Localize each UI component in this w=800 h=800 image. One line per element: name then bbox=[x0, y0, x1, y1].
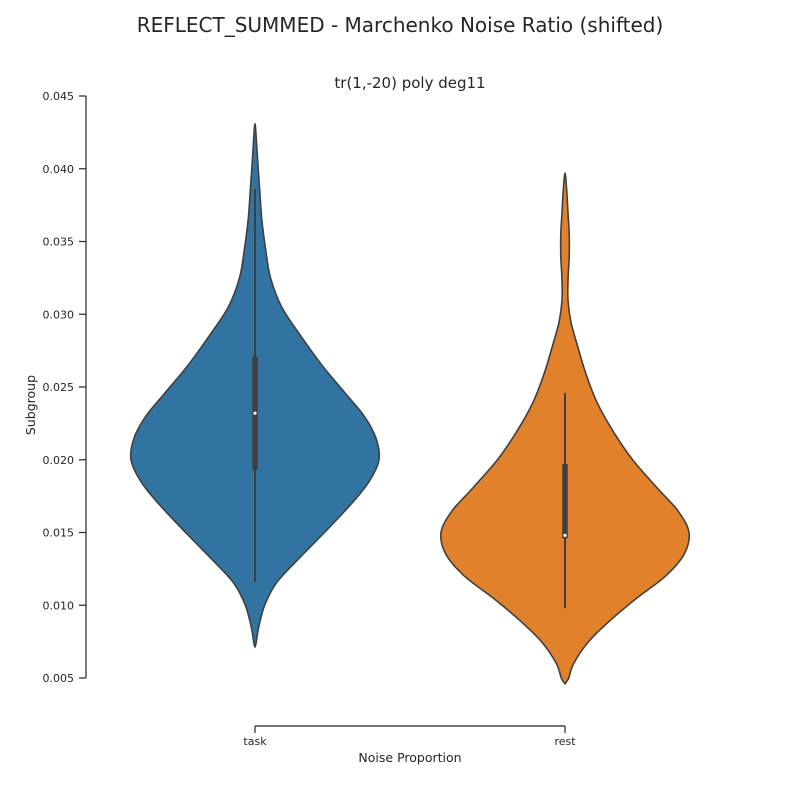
chart-suptitle: REFLECT_SUMMED - Marchenko Noise Ratio (… bbox=[137, 13, 664, 37]
y-tick-label: 0.030 bbox=[43, 308, 75, 321]
y-tick-label: 0.015 bbox=[43, 527, 75, 540]
y-tick-label: 0.040 bbox=[43, 163, 75, 176]
y-tick-label: 0.025 bbox=[43, 381, 75, 394]
y-axis-label: Subgroup bbox=[23, 375, 38, 435]
y-ticks: 0.005 0.010 0.015 0.020 0.025 0.030 0.035 0.040… bbox=[43, 90, 86, 685]
x-tick-label-task: task bbox=[243, 735, 267, 748]
y-tick-label: 0.045 bbox=[43, 90, 75, 103]
violins-layer bbox=[129, 122, 691, 686]
median-marker-rest bbox=[563, 533, 567, 538]
y-tick-label: 0.020 bbox=[43, 454, 75, 467]
y-tick-label: 0.005 bbox=[43, 672, 75, 685]
chart-title: tr(1,-20) poly deg11 bbox=[334, 74, 485, 92]
x-ticks: task rest bbox=[243, 726, 576, 748]
x-axis-label: Noise Proportion bbox=[358, 750, 461, 765]
x-tick-label-rest: rest bbox=[554, 735, 576, 748]
median-marker-task bbox=[253, 411, 257, 415]
y-tick-label: 0.035 bbox=[43, 236, 75, 249]
y-tick-label: 0.010 bbox=[43, 599, 75, 612]
